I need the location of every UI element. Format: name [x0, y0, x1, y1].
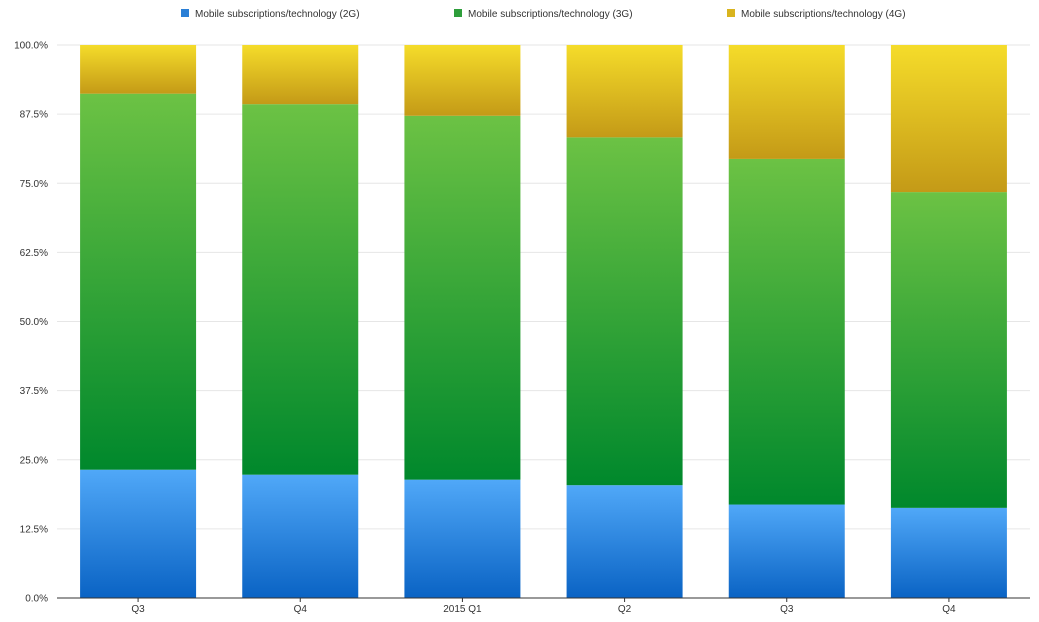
x-tick-label: Q3 — [131, 604, 145, 615]
bar-segment-2g[interactable] — [890, 507, 1007, 598]
x-tick-label: Q4 — [942, 604, 956, 615]
legend-label: Mobile subscriptions/technology (3G) — [468, 9, 633, 20]
y-tick-label: 62.5% — [20, 248, 48, 259]
legend-item[interactable]: Mobile subscriptions/technology (2G) — [181, 9, 360, 20]
legend-swatch — [454, 9, 462, 17]
bar-segment-2g[interactable] — [728, 504, 845, 598]
legend-label: Mobile subscriptions/technology (4G) — [741, 9, 906, 20]
x-tick-label: Q2 — [618, 604, 632, 615]
legend-swatch — [727, 9, 735, 17]
bar-stack — [404, 45, 521, 598]
bars — [80, 45, 1007, 598]
legend-label: Mobile subscriptions/technology (2G) — [195, 9, 360, 20]
y-tick-label: 75.0% — [20, 179, 48, 190]
bar-segment-4g[interactable] — [890, 45, 1007, 193]
bar-stack — [80, 45, 197, 598]
bar-segment-4g[interactable] — [80, 45, 197, 94]
bar-segment-4g[interactable] — [404, 45, 521, 116]
bar-segment-4g[interactable] — [566, 45, 683, 138]
legend-item[interactable]: Mobile subscriptions/technology (3G) — [454, 9, 633, 20]
legend: Mobile subscriptions/technology (2G) Mobi… — [181, 9, 906, 20]
bar-segment-2g[interactable] — [566, 485, 683, 598]
y-tick-label: 100.0% — [14, 41, 48, 52]
bar-segment-2g[interactable] — [242, 474, 359, 598]
y-tick-label: 50.0% — [20, 317, 48, 328]
bar-stack — [728, 45, 845, 598]
bar-stack — [242, 45, 359, 598]
x-tick-label: Q3 — [780, 604, 794, 615]
x-tick-label: Q4 — [294, 604, 308, 615]
y-tick-label: 25.0% — [20, 455, 48, 466]
bar-stack — [566, 45, 683, 598]
axes: 0.0% 12.5% 25.0% 37.5% 50.0% 62.5% 75.0% 87.5% 1… — [14, 41, 1030, 615]
bar-segment-2g[interactable] — [404, 479, 521, 598]
bar-segment-3g[interactable] — [566, 137, 683, 486]
bar-segment-3g[interactable] — [890, 192, 1007, 508]
bar-segment-4g[interactable] — [242, 45, 359, 105]
legend-swatch — [181, 9, 189, 17]
bar-stack — [890, 45, 1007, 598]
bar-segment-3g[interactable] — [728, 158, 845, 505]
bar-segment-3g[interactable] — [242, 104, 359, 475]
x-tick-label: 2015 Q1 — [443, 604, 482, 615]
bar-segment-2g[interactable] — [80, 469, 197, 598]
y-tick-label: 87.5% — [20, 110, 48, 121]
y-tick-label: 37.5% — [20, 386, 48, 397]
gridlines — [57, 44, 1030, 530]
y-tick-label: 12.5% — [20, 524, 48, 535]
y-tick-label: 0.0% — [25, 594, 48, 605]
bar-segment-4g[interactable] — [728, 45, 845, 159]
bar-segment-3g[interactable] — [80, 93, 197, 470]
legend-item[interactable]: Mobile subscriptions/technology (4G) — [727, 9, 906, 20]
bar-segment-3g[interactable] — [404, 115, 521, 480]
